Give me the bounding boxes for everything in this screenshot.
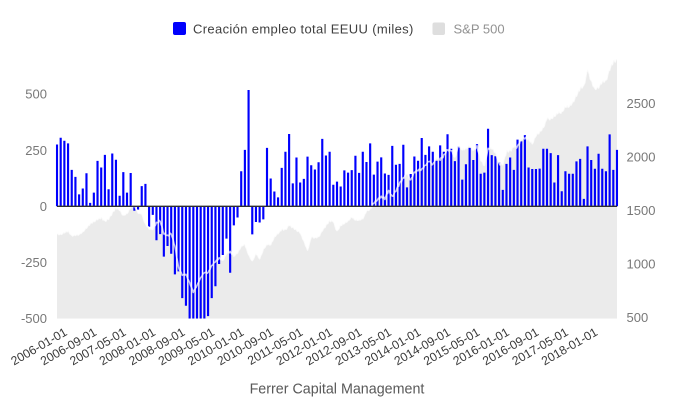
svg-text:Ferrer Capital Management: Ferrer Capital Management [250, 382, 425, 398]
svg-text:S&P 500: S&P 500 [454, 22, 505, 37]
svg-text:2000: 2000 [627, 150, 656, 165]
svg-text:1500: 1500 [627, 203, 656, 218]
svg-text:1000: 1000 [627, 257, 656, 272]
svg-text:-250: -250 [21, 255, 47, 270]
svg-text:500: 500 [627, 310, 649, 325]
svg-text:Creación empleo total EEUU (mi: Creación empleo total EEUU (miles) [193, 22, 414, 37]
svg-text:0: 0 [40, 199, 47, 214]
svg-text:500: 500 [25, 87, 47, 102]
svg-text:2500: 2500 [627, 96, 656, 111]
svg-text:-500: -500 [21, 311, 47, 326]
svg-text:250: 250 [25, 143, 47, 158]
